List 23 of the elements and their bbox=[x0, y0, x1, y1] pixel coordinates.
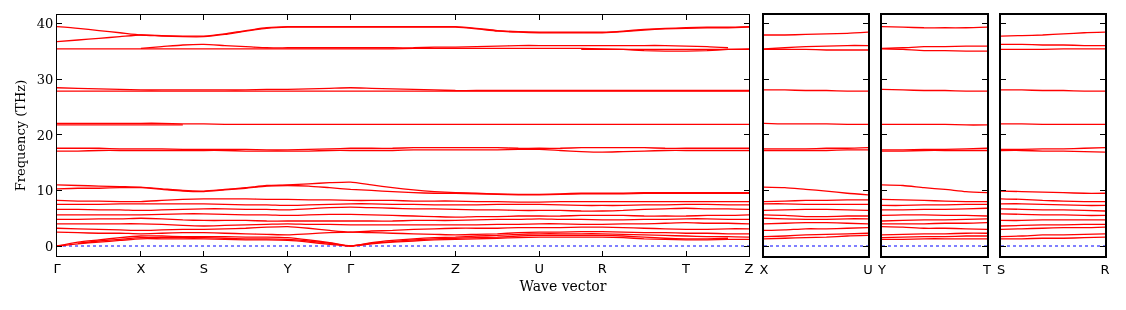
x-tick-label: Y bbox=[282, 260, 292, 276]
x-tick-label: X bbox=[136, 260, 146, 276]
x-tick-label: S bbox=[996, 261, 1006, 277]
y-tick-label: 40 bbox=[36, 16, 54, 32]
x-tick-label: R bbox=[597, 260, 607, 276]
y-axis-title: Frequency (THz) bbox=[12, 79, 28, 192]
x-tick-label: U bbox=[863, 261, 873, 277]
x-tick-label: Y bbox=[877, 261, 887, 277]
x-tick-label: Γ bbox=[346, 260, 355, 276]
y-tick-label: 0 bbox=[45, 238, 54, 254]
x-tick-label: Z bbox=[744, 260, 754, 276]
x-tick-label: T bbox=[681, 260, 691, 276]
y-tick-label: 20 bbox=[36, 127, 54, 143]
x-tick-label: T bbox=[982, 261, 992, 277]
x-axis-title: Wave vector bbox=[518, 278, 608, 294]
y-tick-label: 30 bbox=[36, 71, 54, 87]
x-tick-label: U bbox=[534, 260, 545, 276]
x-tick-label: X bbox=[759, 261, 769, 277]
y-tick-label: 10 bbox=[36, 183, 54, 199]
x-tick-label: Γ bbox=[53, 260, 62, 276]
x-tick-label: Z bbox=[450, 260, 460, 276]
x-tick-label: R bbox=[1100, 261, 1110, 277]
x-tick-label: S bbox=[199, 260, 208, 276]
